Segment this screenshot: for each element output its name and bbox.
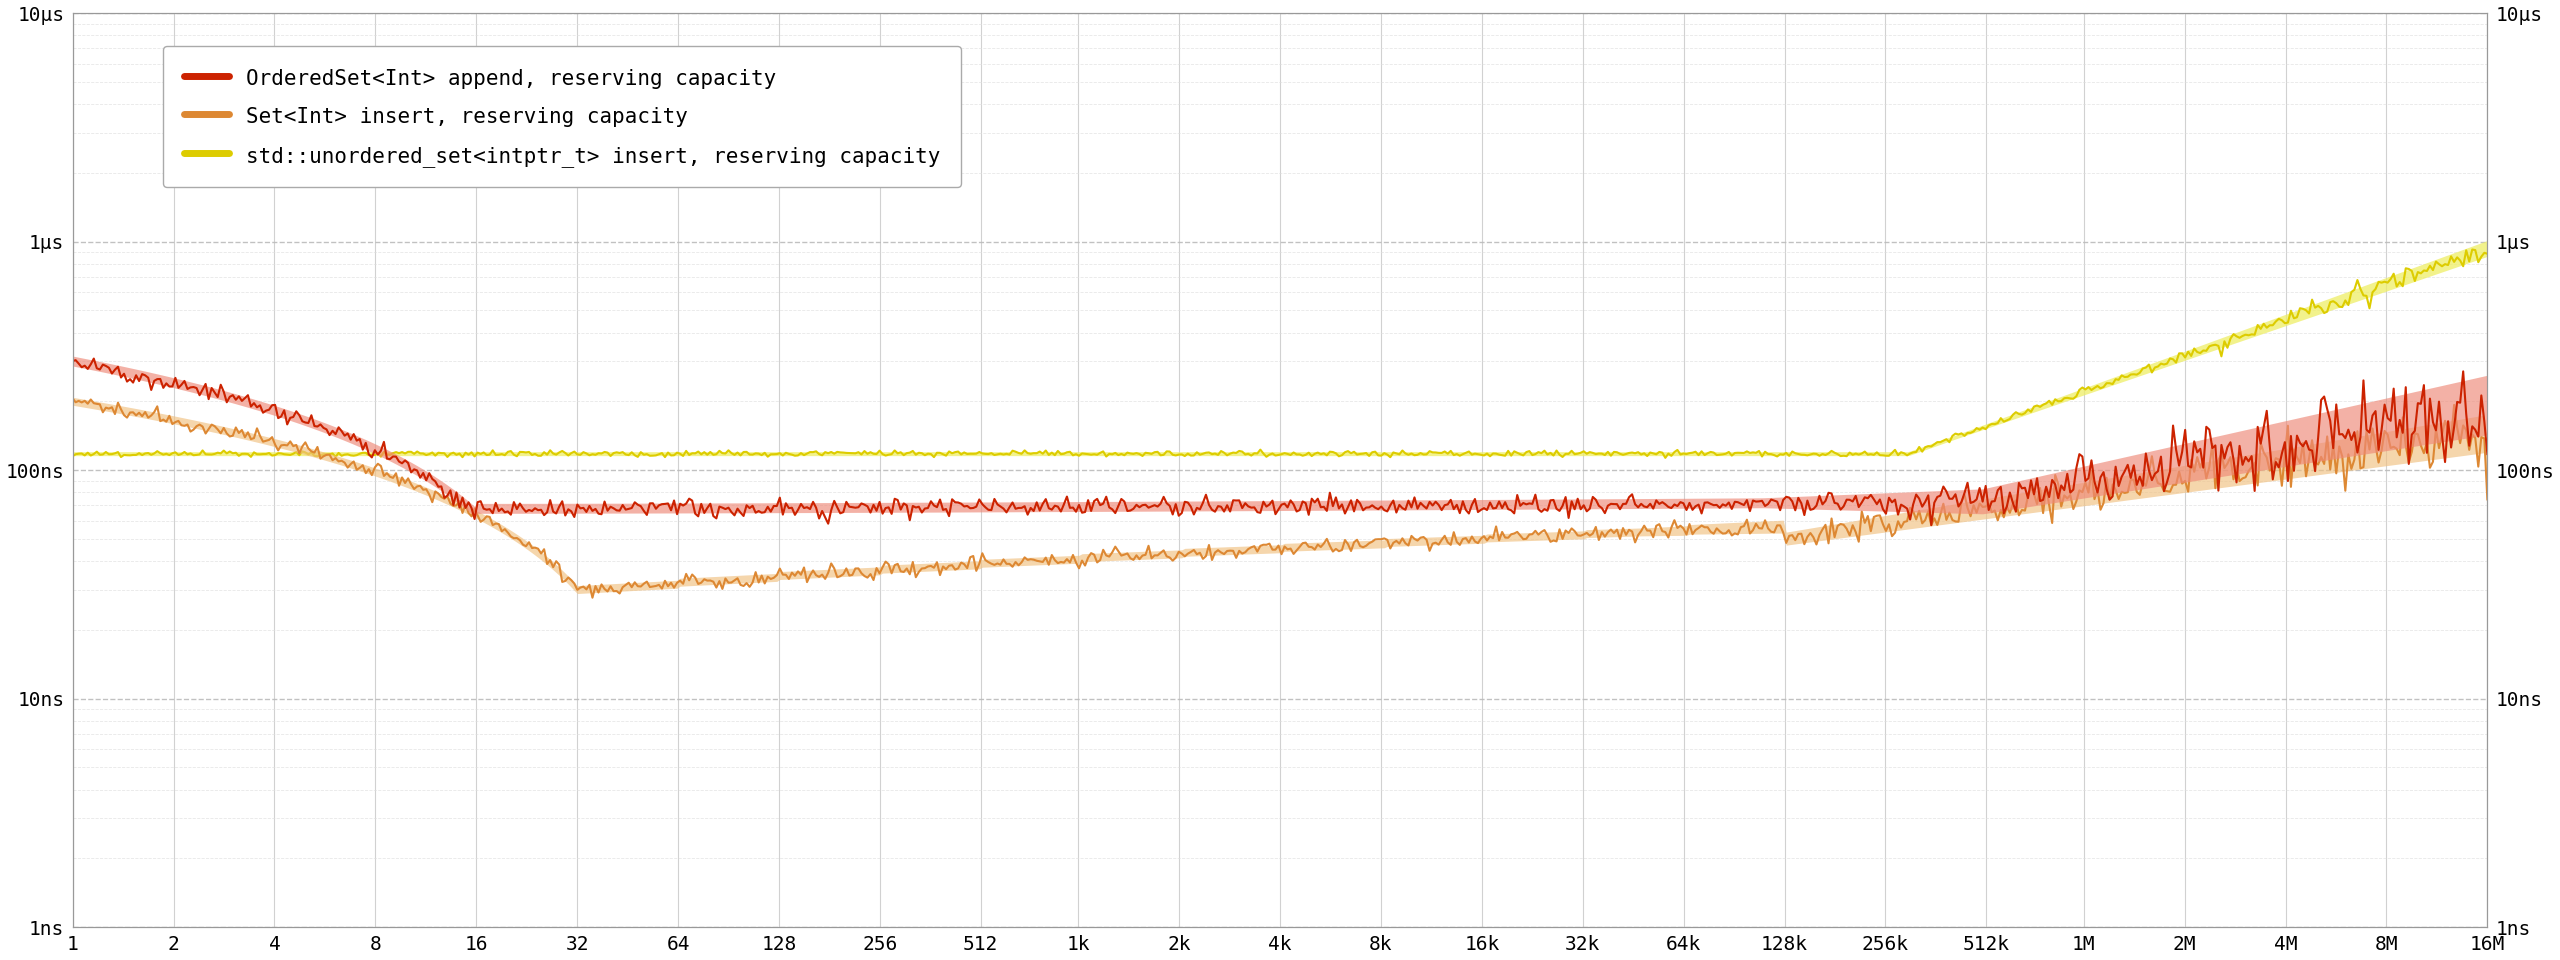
Legend: OrderedSet<Int> append, reserving capacity, Set<Int> insert, reserving capacity,: OrderedSet<Int> append, reserving capaci… xyxy=(164,46,963,187)
